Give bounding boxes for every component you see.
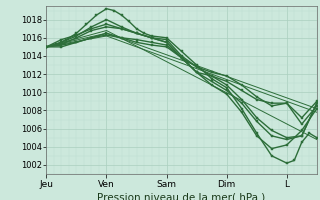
X-axis label: Pression niveau de la mer( hPa ): Pression niveau de la mer( hPa ) [98,193,266,200]
